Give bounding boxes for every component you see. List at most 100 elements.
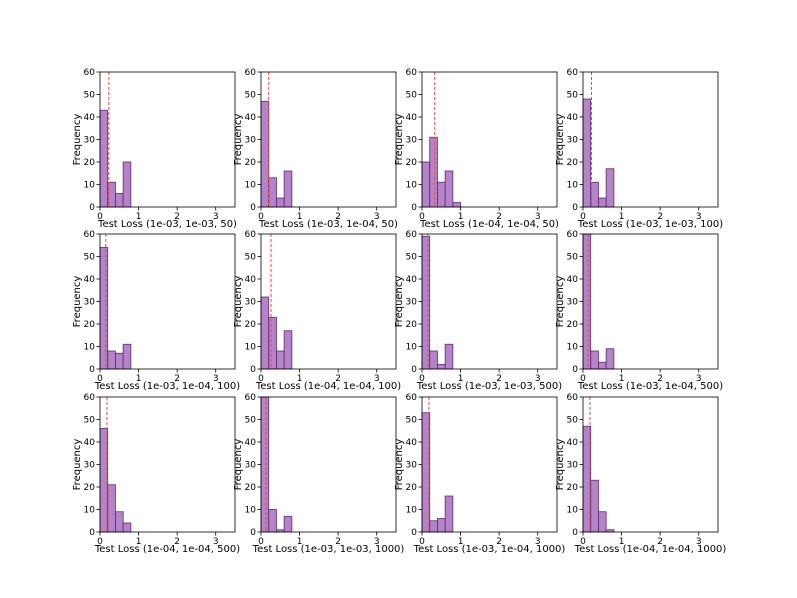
y-tick-label: 40 [84, 438, 96, 448]
histogram-bar [122, 161, 132, 208]
x-tick-label: 1 [619, 537, 625, 547]
histogram-bar [429, 350, 438, 370]
x-tick-label: 1 [297, 374, 303, 384]
x-tick-label: 1 [458, 537, 464, 547]
x-tick-label: 2 [335, 537, 341, 547]
y-tick-label: 30 [406, 136, 418, 146]
histogram-bar [115, 352, 124, 370]
y-tick-label: 50 [406, 91, 418, 101]
y-tick-label: 60 [245, 393, 257, 403]
axes-frame [99, 71, 236, 208]
y-tick-label: 50 [406, 253, 418, 263]
y-axis-label: Frequency [72, 439, 83, 491]
y-tick-label: 0 [250, 365, 256, 375]
histogram-bar [590, 350, 599, 370]
x-tick-label: 1 [136, 374, 142, 384]
y-axis-label: Frequency [555, 114, 566, 166]
x-axis-label: Test Loss (1e-03, 1e-03, 500) [416, 381, 562, 392]
y-tick-label: 40 [406, 438, 418, 448]
x-tick-label: 0 [258, 537, 264, 547]
y-tick-label: 30 [84, 298, 96, 308]
y-tick-label: 0 [411, 365, 417, 375]
y-tick-label: 0 [572, 203, 578, 213]
y-tick-label: 10 [84, 343, 96, 353]
y-tick-label: 60 [406, 230, 418, 240]
y-tick-label: 0 [572, 365, 578, 375]
x-tick-label: 2 [496, 374, 502, 384]
x-tick-label: 2 [335, 374, 341, 384]
y-tick-label: 40 [567, 438, 579, 448]
x-tick-label: 1 [458, 212, 464, 222]
histogram-bar [452, 202, 461, 208]
x-tick-label: 1 [136, 537, 142, 547]
y-tick-label: 20 [84, 158, 96, 168]
y-tick-label: 50 [567, 253, 579, 263]
x-tick-label: 0 [580, 212, 586, 222]
x-tick-label: 2 [657, 537, 663, 547]
y-axis-label: Frequency [72, 114, 83, 166]
x-tick-label: 2 [174, 537, 180, 547]
y-tick-label: 50 [406, 416, 418, 426]
y-axis-label: Frequency [233, 439, 244, 491]
histogram-bar [444, 343, 454, 370]
y-tick-label: 60 [406, 68, 418, 78]
y-tick-label: 10 [84, 181, 96, 191]
y-tick-label: 10 [84, 506, 96, 516]
histogram-bar [444, 495, 454, 533]
y-tick-label: 30 [245, 298, 257, 308]
y-tick-label: 40 [567, 275, 579, 285]
x-tick-label: 1 [297, 212, 303, 222]
axes-frame [260, 71, 397, 208]
histogram-bar [107, 350, 116, 370]
y-tick-label: 40 [245, 438, 257, 448]
axes-frame [582, 71, 719, 208]
y-axis-label: Frequency [394, 439, 405, 491]
histogram-bar [429, 136, 438, 208]
y-tick-label: 20 [245, 158, 257, 168]
y-tick-label: 20 [84, 320, 96, 330]
y-tick-label: 50 [84, 416, 96, 426]
y-tick-label: 10 [406, 506, 418, 516]
histogram-bar [99, 109, 109, 208]
x-axis-label: Test Loss (1e-03, 1e-04, 500) [577, 381, 723, 392]
y-tick-label: 50 [567, 91, 579, 101]
x-tick-label: 3 [213, 537, 219, 547]
y-tick-label: 20 [567, 483, 579, 493]
x-tick-label: 1 [458, 374, 464, 384]
x-tick-label: 3 [535, 212, 541, 222]
x-tick-label: 2 [496, 212, 502, 222]
y-tick-label: 50 [245, 416, 257, 426]
y-tick-label: 0 [89, 365, 95, 375]
histogram-bar [437, 181, 446, 208]
histogram-bar [421, 161, 431, 208]
y-tick-label: 10 [245, 343, 257, 353]
histogram-bar [107, 484, 116, 533]
y-axis-label: Frequency [394, 276, 405, 328]
y-tick-label: 20 [406, 483, 418, 493]
x-tick-label: 2 [496, 537, 502, 547]
x-tick-label: 0 [419, 212, 425, 222]
histogram-bar [99, 247, 109, 370]
x-axis-label: Test Loss (1e-03, 1e-04, 1000) [413, 544, 566, 555]
x-tick-label: 3 [374, 374, 380, 384]
y-tick-label: 20 [567, 320, 579, 330]
x-tick-label: 3 [535, 374, 541, 384]
x-tick-label: 0 [580, 374, 586, 384]
y-tick-label: 60 [406, 393, 418, 403]
y-axis-label: Frequency [72, 276, 83, 328]
histogram-bar [276, 350, 285, 370]
x-axis-label: Test Loss (1e-03, 1e-04, 100) [94, 381, 240, 392]
y-tick-label: 40 [84, 113, 96, 123]
y-tick-label: 60 [245, 68, 257, 78]
axes-frame [260, 233, 397, 370]
y-tick-label: 30 [567, 461, 579, 471]
x-tick-label: 3 [696, 537, 702, 547]
y-tick-label: 60 [84, 230, 96, 240]
y-tick-label: 50 [567, 416, 579, 426]
histogram-bar [260, 296, 270, 370]
y-tick-label: 20 [406, 320, 418, 330]
